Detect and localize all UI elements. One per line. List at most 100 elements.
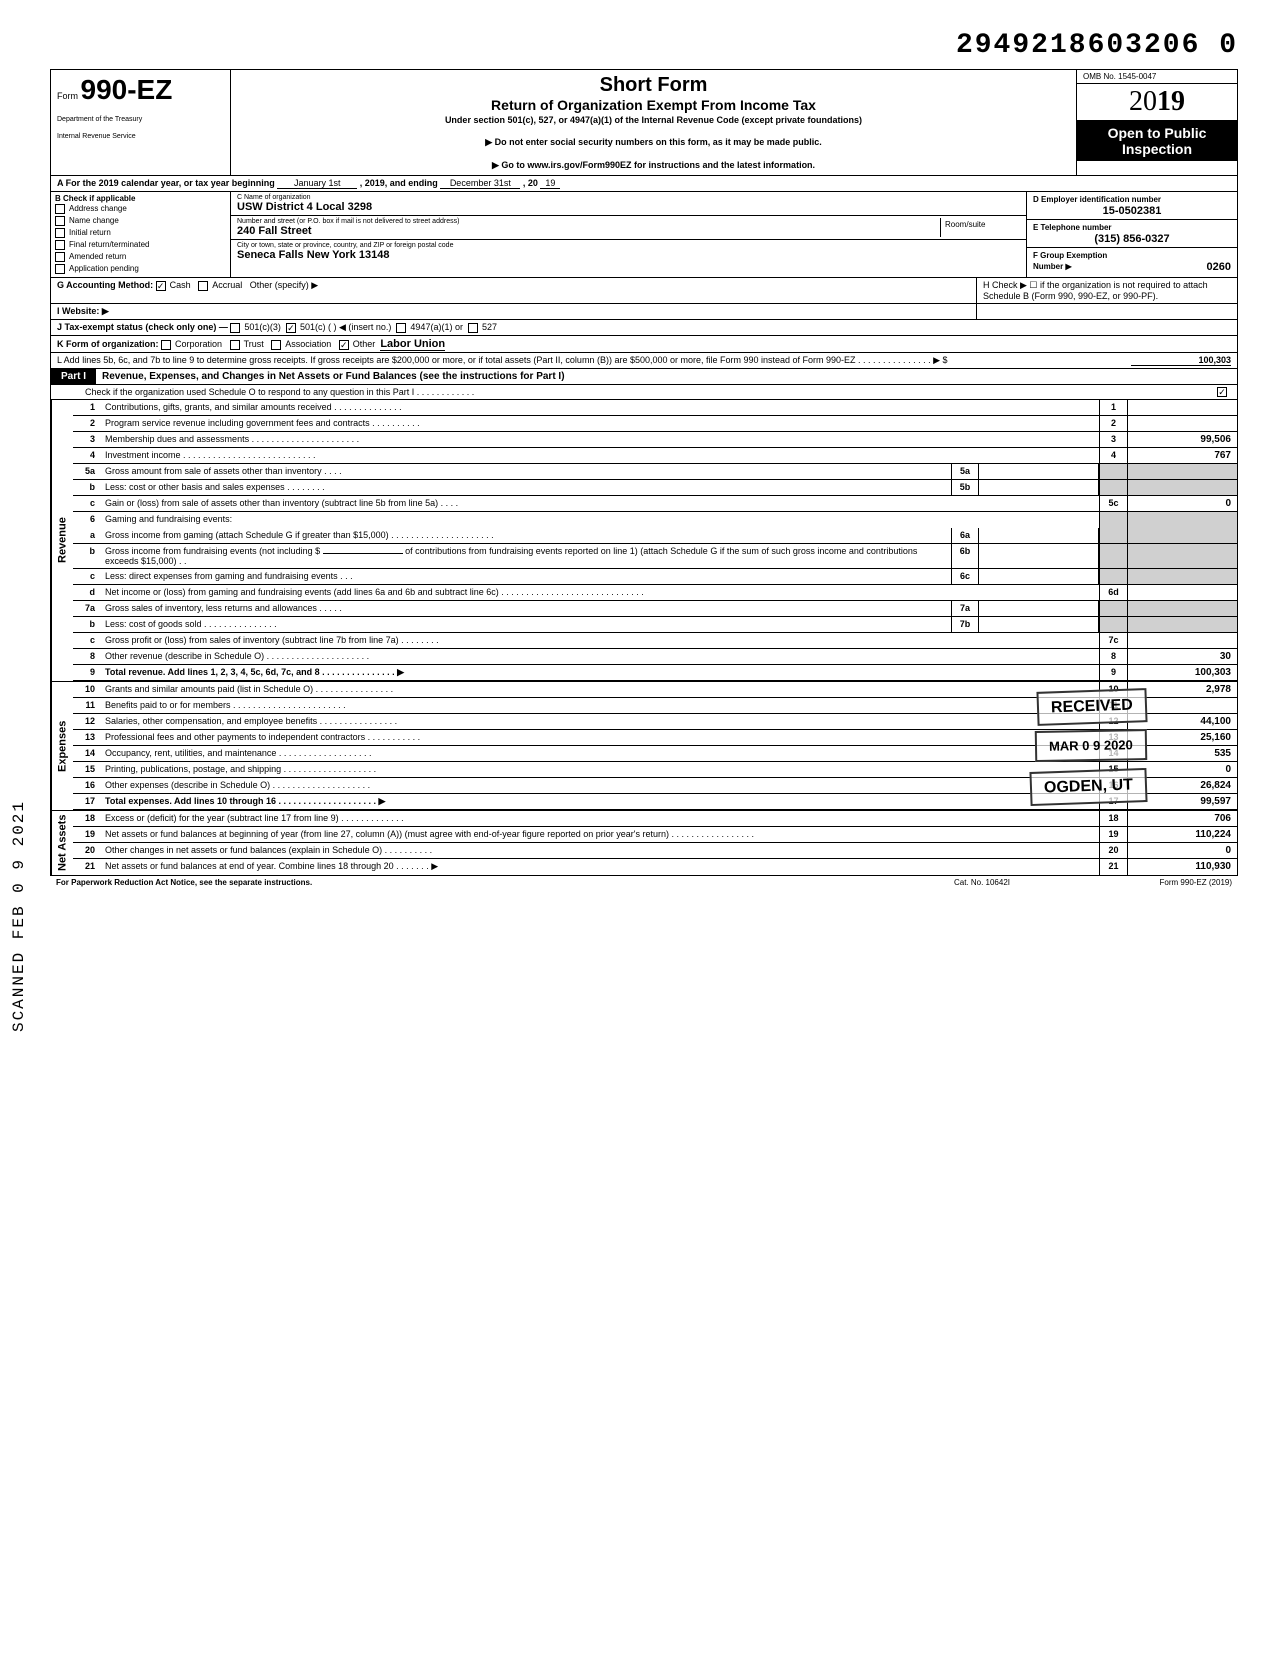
ln6c-num: c — [73, 569, 101, 584]
expenses-section: Expenses 10Grants and similar amounts pa… — [51, 681, 1237, 810]
chk-527[interactable] — [468, 323, 478, 333]
chk-501c3[interactable] — [230, 323, 240, 333]
revenue-section: Revenue 1Contributions, gifts, grants, a… — [51, 400, 1237, 681]
f-label2: Number ▶ — [1033, 262, 1072, 271]
ln7c-val — [1127, 633, 1237, 648]
form-number: 990-EZ — [81, 74, 173, 105]
ln9-text: Total revenue. Add lines 1, 2, 3, 4, 5c,… — [101, 665, 1099, 680]
ln17-text: Total expenses. Add lines 10 through 16 … — [101, 794, 1099, 809]
ln8-num: 8 — [73, 649, 101, 664]
ln14-box: 14 — [1099, 746, 1127, 761]
chk-address-change[interactable] — [55, 204, 65, 214]
row-k: K Form of organization: Corporation Trus… — [51, 336, 1237, 353]
ln1-text: Contributions, gifts, grants, and simila… — [101, 400, 1099, 415]
ln8-text: Other revenue (describe in Schedule O) .… — [101, 649, 1099, 664]
ln3-text: Membership dues and assessments . . . . … — [101, 432, 1099, 447]
chk-4947[interactable] — [396, 323, 406, 333]
ln3-num: 3 — [73, 432, 101, 447]
k-trust: Trust — [244, 339, 264, 349]
ln12-box: 12 — [1099, 714, 1127, 729]
ln7b-text: Less: cost of goods sold . . . . . . . .… — [101, 617, 951, 632]
ln8-box: 8 — [1099, 649, 1127, 664]
title-section-line: Under section 501(c), 527, or 4947(a)(1)… — [239, 115, 1068, 125]
k-other-label: Other — [353, 339, 376, 349]
part1-header: Part I Revenue, Expenses, and Changes in… — [51, 369, 1237, 385]
chk-application-pending[interactable] — [55, 264, 65, 274]
ln5c-box: 5c — [1099, 496, 1127, 511]
ln10-num: 10 — [73, 682, 101, 697]
column-b: B Check if applicable Address change Nam… — [51, 192, 231, 277]
ln5b-mbox: 5b — [951, 480, 979, 495]
chk-final-return[interactable] — [55, 240, 65, 250]
ln6a-num: a — [73, 528, 101, 543]
k-label: K Form of organization: — [57, 339, 159, 349]
ln9-val: 100,303 — [1127, 665, 1237, 680]
chk-assoc[interactable] — [271, 340, 281, 350]
ln4-val: 767 — [1127, 448, 1237, 463]
column-c: C Name of organization USW District 4 Lo… — [231, 192, 1027, 277]
footer: For Paperwork Reduction Act Notice, see … — [50, 876, 1238, 889]
ln16-text: Other expenses (describe in Schedule O) … — [101, 778, 1099, 793]
ln15-num: 15 — [73, 762, 101, 777]
e-label: E Telephone number — [1033, 223, 1112, 232]
i-website-label: I Website: ▶ — [51, 304, 977, 319]
ln15-box: 15 — [1099, 762, 1127, 777]
part1-schedule-o-check: Check if the organization used Schedule … — [51, 385, 1237, 400]
scanned-stamp: SCANNED FEB 0 9 2021 — [10, 800, 28, 1032]
ln20-box: 20 — [1099, 843, 1127, 858]
footer-right: Form 990-EZ (2019) — [1082, 878, 1232, 887]
chk-initial-return[interactable] — [55, 228, 65, 238]
document-number: 2949218603206 0 — [50, 30, 1238, 61]
ln13-val: 25,160 — [1127, 730, 1237, 745]
ln12-val: 44,100 — [1127, 714, 1237, 729]
b-item-1: Name change — [69, 216, 119, 225]
chk-cash[interactable]: ✓ — [156, 281, 166, 291]
side-revenue: Revenue — [51, 400, 73, 681]
g-accrual: Accrual — [212, 280, 242, 290]
ln3-box: 3 — [1099, 432, 1127, 447]
ln6a-text: Gross income from gaming (attach Schedul… — [101, 528, 951, 543]
ln9-num: 9 — [73, 665, 101, 680]
line-a-mid: , 2019, and ending — [360, 178, 438, 188]
ln8-val: 30 — [1127, 649, 1237, 664]
ln6d-text: Net income or (loss) from gaming and fun… — [101, 585, 1099, 600]
section-bcdef: B Check if applicable Address change Nam… — [51, 192, 1237, 278]
ln7a-mbox: 7a — [951, 601, 979, 616]
ln5c-text: Gain or (loss) from sale of assets other… — [101, 496, 1099, 511]
chk-corp[interactable] — [161, 340, 171, 350]
ln2-box: 2 — [1099, 416, 1127, 431]
title-sub: Return of Organization Exempt From Incom… — [239, 97, 1068, 113]
ln18-num: 18 — [73, 811, 101, 826]
part1-title: Revenue, Expenses, and Changes in Net As… — [96, 369, 1237, 384]
form-meta-cell: OMB No. 1545-0047 2019 Open to Public In… — [1077, 70, 1237, 175]
ln1-val — [1127, 400, 1237, 415]
chk-name-change[interactable] — [55, 216, 65, 226]
chk-amended-return[interactable] — [55, 252, 65, 262]
chk-trust[interactable] — [230, 340, 240, 350]
ln4-text: Investment income . . . . . . . . . . . … — [101, 448, 1099, 463]
ln6-num: 6 — [73, 512, 101, 528]
ln4-num: 4 — [73, 448, 101, 463]
ln5a-mbox: 5a — [951, 464, 979, 479]
ln18-text: Excess or (deficit) for the year (subtra… — [101, 811, 1099, 826]
h-schedule-b: H Check ▶ ☐ if the organization is not r… — [977, 278, 1237, 303]
ln12-num: 12 — [73, 714, 101, 729]
row-l: L Add lines 5b, 6c, and 7b to line 9 to … — [51, 353, 1237, 369]
chk-other-org[interactable]: ✓ — [339, 340, 349, 350]
chk-schedule-o[interactable]: ✓ — [1217, 387, 1227, 397]
form-container: Form 990-EZ Department of the Treasury I… — [50, 69, 1238, 876]
g-label: G Accounting Method: — [57, 280, 153, 290]
chk-501c[interactable]: ✓ — [286, 323, 296, 333]
dept-treasury: Department of the Treasury — [57, 116, 224, 123]
chk-accrual[interactable] — [198, 281, 208, 291]
ln2-num: 2 — [73, 416, 101, 431]
d-label: D Employer identification number — [1033, 195, 1161, 204]
ln21-num: 21 — [73, 859, 101, 875]
ln4-box: 4 — [1099, 448, 1127, 463]
ln10-text: Grants and similar amounts paid (list in… — [101, 682, 1099, 697]
ln20-text: Other changes in net assets or fund bala… — [101, 843, 1099, 858]
ln6d-val — [1127, 585, 1237, 600]
ln6d-box: 6d — [1099, 585, 1127, 600]
l-text: L Add lines 5b, 6c, and 7b to line 9 to … — [57, 355, 948, 365]
org-name: USW District 4 Local 3298 — [237, 201, 372, 213]
